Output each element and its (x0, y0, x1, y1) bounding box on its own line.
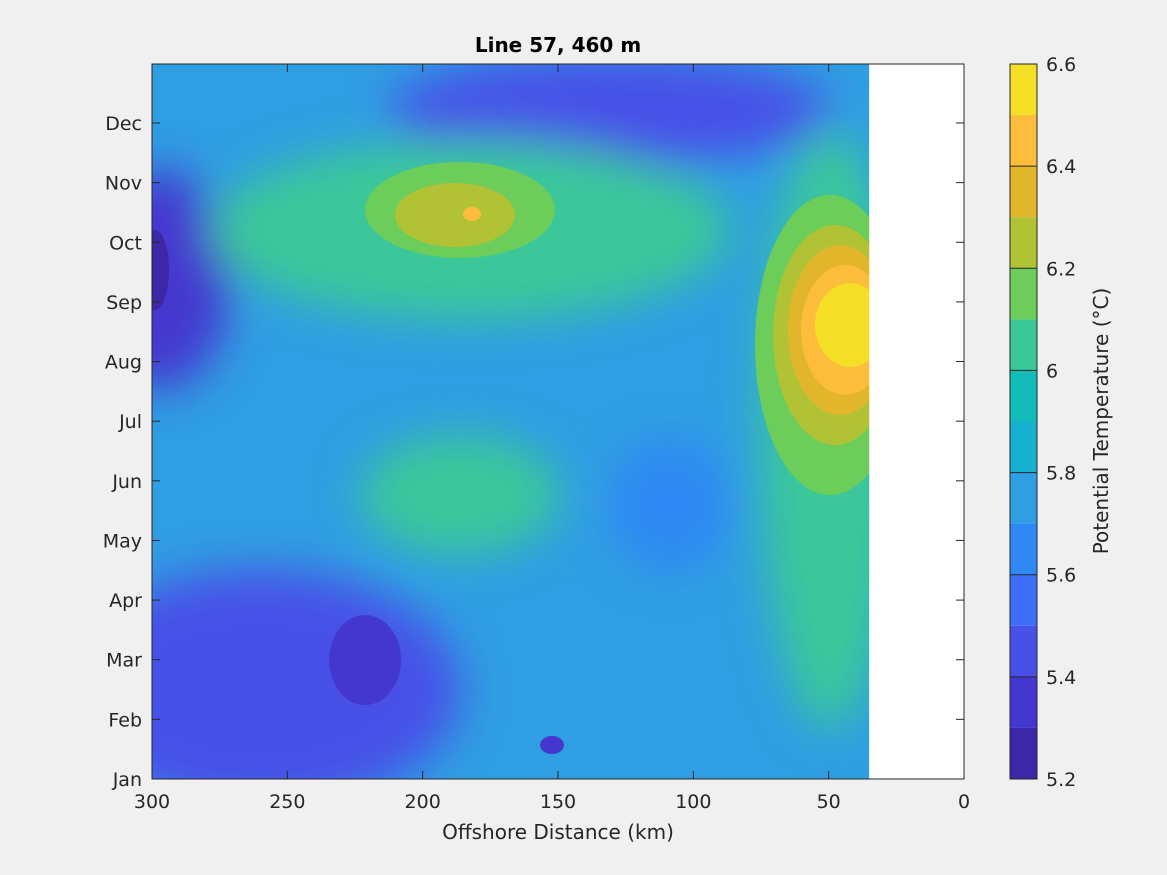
colorbar-swatch (1010, 268, 1037, 320)
y-tick-label: Jul (118, 411, 142, 433)
warm-core-oct-nov-peak (463, 207, 481, 221)
cold-spot-jan (540, 736, 564, 754)
colorbar-tick-label: 5.8 (1046, 463, 1076, 485)
colorbar-label: Potential Temperature (°C) (1089, 288, 1113, 555)
colorbar-tick-label: 6.6 (1046, 54, 1076, 76)
colorbar-swatch (1010, 421, 1037, 473)
colorbar-swatch (1010, 574, 1037, 626)
x-tick-label: 200 (405, 791, 441, 813)
colorbar-swatch (1010, 472, 1037, 524)
x-axis: 300 250 200 150 100 50 0 (134, 64, 970, 813)
y-tick-label: Jun (111, 471, 142, 493)
x-tick-label: 0 (958, 791, 970, 813)
cool-blob-mid (610, 440, 730, 570)
colorbar-tick-label: 5.6 (1046, 565, 1076, 587)
colorbar-swatch (1010, 217, 1037, 269)
y-tick-label: May (103, 530, 142, 552)
colorbar-swatch (1010, 166, 1037, 218)
colorbar-swatch (1010, 370, 1037, 422)
y-tick-label: Apr (109, 590, 142, 612)
colorbar-tick-label: 5.4 (1046, 667, 1076, 689)
warm-core-oct-nov-inner (395, 183, 515, 247)
y-tick-label: Jan (112, 769, 142, 791)
colorbar-tick-label: 6.4 (1046, 156, 1076, 178)
colorbar-swatch (1010, 523, 1037, 575)
colorbar-swatch (1010, 115, 1037, 167)
cold-pool-upper-right (390, 64, 830, 165)
temperature-field (152, 64, 964, 779)
colorbar-tick-label: 6.2 (1046, 258, 1076, 280)
colorbar-swatch (1010, 727, 1037, 779)
x-tick-label: 300 (134, 791, 170, 813)
y-tick-label: Oct (109, 232, 142, 254)
y-tick-label: Aug (105, 352, 142, 374)
colorbar-swatch (1010, 625, 1037, 677)
no-data-region (869, 64, 964, 779)
y-tick-label: Feb (108, 709, 142, 731)
colorbar-swatch (1010, 64, 1037, 116)
colorbar: 5.2 5.4 5.6 5.8 6 6.2 6.4 6.6 (1009, 54, 1076, 791)
y-axis: Jan Feb Mar Apr May Jun Jul Aug Sep Oct Nov Dec (103, 113, 964, 791)
warm-core-edge-peak (815, 283, 885, 367)
y-tick-label: Nov (105, 173, 142, 195)
x-tick-label: 250 (269, 791, 305, 813)
x-tick-label: 150 (540, 791, 576, 813)
x-tick-label: 50 (817, 791, 841, 813)
warm-blob-mid (360, 435, 560, 555)
x-axis-label: Offshore Distance (km) (442, 820, 674, 844)
x-tick-label: 100 (675, 791, 711, 813)
cold-core-sep (152, 230, 169, 310)
chart-title: Line 57, 460 m (475, 33, 641, 57)
colorbar-tick-label: 5.2 (1046, 769, 1076, 791)
colorbar-tick-label: 6 (1046, 360, 1058, 382)
y-tick-label: Sep (106, 292, 142, 314)
cold-core-mar (329, 615, 401, 705)
colorbar-swatch (1010, 319, 1037, 371)
y-tick-label: Dec (105, 113, 142, 135)
y-tick-label: Mar (106, 650, 142, 672)
colorbar-swatch (1010, 676, 1037, 728)
